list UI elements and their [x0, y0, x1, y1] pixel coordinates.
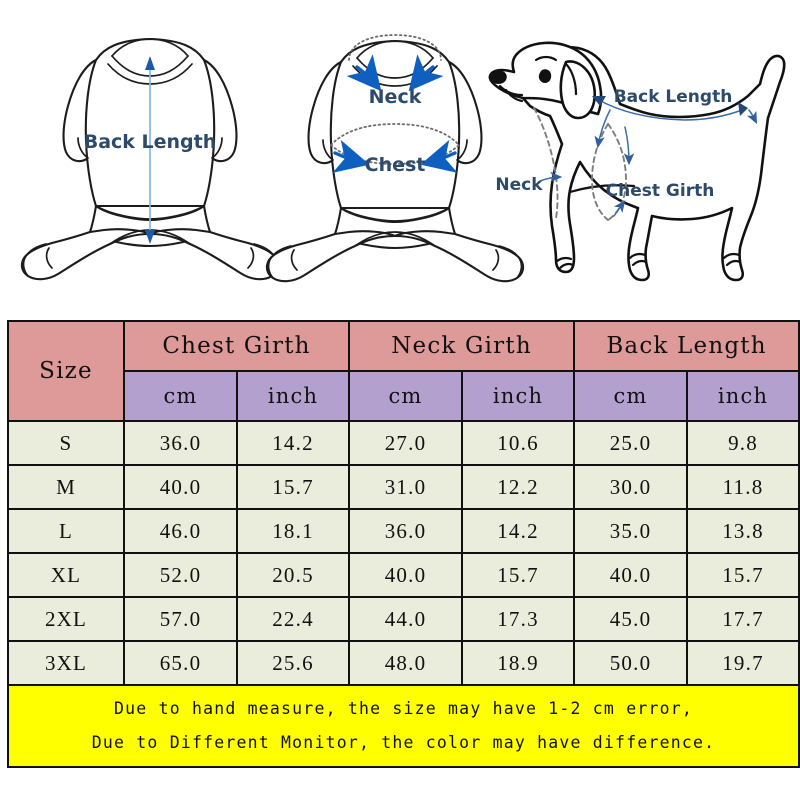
- cell-back-inch: 17.7: [686, 596, 800, 642]
- cell-back-inch: 9.8: [686, 420, 800, 466]
- cell-size: 3XL: [7, 640, 125, 686]
- disclaimer-row: Due to hand measure, the size may have 1…: [6, 684, 800, 768]
- cell-neck-inch: 18.9: [461, 640, 576, 686]
- chest-girth-label-dog: Chest Girth: [606, 181, 715, 201]
- cell-chest-inch: 18.1: [235, 508, 351, 554]
- cell-back-inch: 15.7: [686, 552, 800, 598]
- cell-size: XL: [7, 552, 125, 598]
- cell-chest-inch: 15.7: [235, 464, 351, 510]
- cell-chest-inch: 14.2: [235, 420, 351, 466]
- cell-back-inch: 11.8: [686, 464, 800, 510]
- cell-back-cm: 25.0: [573, 420, 689, 466]
- dog-jumpsuit-front-view: Neck Chest: [265, 34, 525, 283]
- chest-label-middle: Chest: [365, 154, 426, 176]
- table-header-row: Size Chest Girth Neck Girth Back Length: [7, 320, 800, 422]
- cell-neck-inch: 12.2: [461, 464, 576, 510]
- cell-neck-inch: 14.2: [461, 508, 576, 554]
- cell-neck-cm: 48.0: [348, 640, 464, 686]
- cell-back-cm: 30.0: [573, 464, 689, 510]
- size-chart-table-container: Size Chest Girth Neck Girth Back Length …: [6, 320, 800, 768]
- cell-neck-cm: 36.0: [348, 508, 464, 554]
- cell-chest-inch: 22.4: [235, 596, 351, 642]
- cell-chest-cm: 46.0: [123, 508, 238, 554]
- neck-label-middle: Neck: [369, 86, 422, 108]
- cell-chest-inch: 20.5: [235, 552, 351, 598]
- subheader-chest-cm: cm: [123, 370, 238, 422]
- disclaimer-cell: Due to hand measure, the size may have 1…: [6, 684, 800, 768]
- dog-side-view: Back Length Neck Chest Girth: [488, 41, 786, 282]
- table-row: M 40.0 15.7 31.0 12.2 30.0 11.8: [7, 464, 800, 510]
- header-back-length: Back Length: [573, 320, 800, 372]
- table-row: 3XL 65.0 25.6 48.0 18.9 50.0 19.7: [7, 640, 800, 686]
- table-subheader-row: cm inch cm inch cm inch: [8, 370, 800, 422]
- size-chart-table: Size Chest Girth Neck Girth Back Length …: [6, 320, 800, 768]
- cell-back-cm: 35.0: [573, 508, 689, 554]
- cell-neck-inch: 15.7: [461, 552, 576, 598]
- cell-back-inch: 13.8: [686, 508, 800, 554]
- disclaimer-line-2: Due to Different Monitor, the color may …: [91, 733, 716, 752]
- measurement-diagrams: Back Length Neck: [0, 0, 800, 312]
- cell-back-inch: 19.7: [686, 640, 800, 686]
- table-row: 2XL 57.0 22.4 44.0 17.3 45.0 17.7: [7, 596, 800, 642]
- header-size: Size: [7, 320, 125, 422]
- cell-neck-cm: 27.0: [348, 420, 464, 466]
- table-row: XL 52.0 20.5 40.0 15.7 40.0 15.7: [7, 552, 800, 598]
- back-length-label-dog: Back Length: [614, 87, 733, 107]
- cell-neck-inch: 17.3: [461, 596, 576, 642]
- cell-chest-cm: 65.0: [123, 640, 238, 686]
- subheader-neck-inch: inch: [461, 370, 576, 422]
- disclaimer-line-1: Due to hand measure, the size may have 1…: [114, 699, 693, 719]
- cell-chest-cm: 52.0: [123, 552, 238, 598]
- cell-chest-inch: 25.6: [235, 640, 351, 686]
- subheader-chest-inch: inch: [235, 370, 351, 422]
- cell-chest-cm: 40.0: [123, 464, 238, 510]
- cell-neck-inch: 10.6: [461, 420, 576, 466]
- neck-label-dog: Neck: [495, 175, 543, 195]
- cell-back-cm: 45.0: [573, 596, 689, 642]
- subheader-neck-cm: cm: [348, 370, 464, 422]
- cell-neck-cm: 40.0: [348, 552, 464, 598]
- dog-jumpsuit-back-view: Back Length: [20, 37, 280, 281]
- cell-size: L: [7, 508, 125, 554]
- subheader-back-cm: cm: [573, 370, 689, 422]
- cell-neck-cm: 31.0: [348, 464, 464, 510]
- cell-back-cm: 50.0: [573, 640, 689, 686]
- cell-size: S: [7, 420, 125, 466]
- cell-back-cm: 40.0: [573, 552, 689, 598]
- cell-size: M: [7, 464, 125, 510]
- cell-chest-cm: 36.0: [123, 420, 238, 466]
- cell-chest-cm: 57.0: [123, 596, 238, 642]
- subheader-back-inch: inch: [686, 370, 800, 422]
- table-row: S 36.0 14.2 27.0 10.6 25.0 9.8: [7, 420, 800, 466]
- cell-size: 2XL: [7, 596, 125, 642]
- header-chest-girth: Chest Girth: [122, 320, 351, 372]
- header-neck-girth: Neck Girth: [348, 320, 576, 372]
- table-row: L 46.0 18.1 36.0 14.2 35.0 13.8: [7, 508, 800, 554]
- back-length-label-left: Back Length: [84, 131, 217, 153]
- cell-neck-cm: 44.0: [348, 596, 464, 642]
